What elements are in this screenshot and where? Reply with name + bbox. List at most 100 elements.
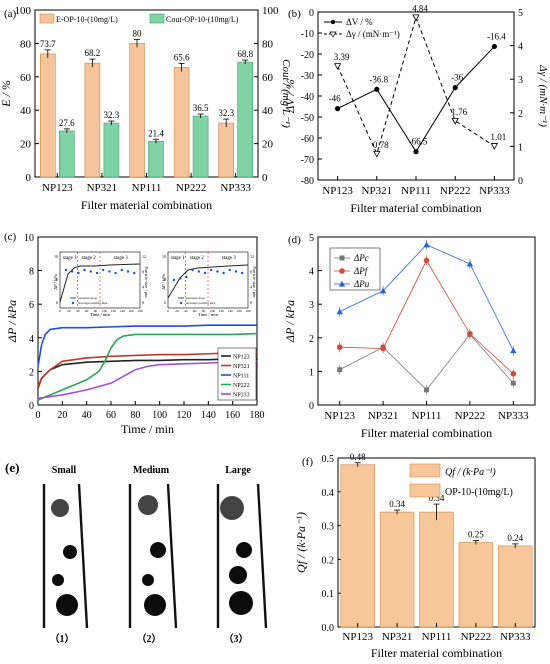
panel-b-ytick-label: 0 <box>309 8 314 19</box>
panel-a-ylabel: E / % <box>0 80 13 108</box>
panel-c-xtick-label: 180 <box>250 410 265 421</box>
panel-e-size-label: Large <box>225 465 251 476</box>
panel-c-inset-size-point <box>234 270 238 273</box>
panel-f-value-label: 0.34 <box>389 499 405 509</box>
panel-c-legend-label: NP333 <box>233 393 250 399</box>
panel-c-inset-y2label: Particle size / μm <box>144 266 149 298</box>
panel-c-inset-xlabel: Time / min <box>198 312 219 317</box>
panel-e-particle <box>142 574 154 586</box>
panel-a-xlabel: Filter material combination <box>81 198 212 212</box>
panel-d: (d) 0 1 2 3 4 5 NP123 NP321 NP111 NP222 NP333 ΔPc ΔPf… <box>283 233 536 440</box>
panel-b-category-label: NP333 <box>479 185 510 197</box>
panel-c-inset-size-point <box>95 271 99 275</box>
panel-a-ytick-label: 20 <box>20 139 32 151</box>
panel-b-category-label: NP123 <box>322 185 353 197</box>
panel-f-category-label: NP123 <box>342 631 373 643</box>
panel-a-value-label: 27.6 <box>59 118 75 128</box>
panel-d-point <box>337 367 343 373</box>
panel-b-point-dgamma <box>490 143 499 150</box>
panel-a-value-label: 73.7 <box>40 39 56 49</box>
panel-f-ytick-label: 0.1 <box>322 589 335 600</box>
panel-e-particle <box>63 545 77 559</box>
panel-a-legend-e: E-OP-10-(10mg/L) <box>56 15 118 24</box>
panel-c-inset: stage 1 stage 2 stage 3 ΔP / kPa Particle si… <box>53 251 149 317</box>
panel-f-category-label: NP222 <box>461 631 492 643</box>
panel-f-value-label: 0.34 <box>429 493 445 503</box>
panel-b-value-label: -66.5 <box>409 137 428 147</box>
panel-d-category-label: NP222 <box>455 410 486 422</box>
panel-b-legend-marker-dgamma <box>329 31 337 38</box>
panel-d-ytick-label: 4 <box>309 267 314 278</box>
panel-d-point <box>510 380 516 386</box>
panel-b-point-dgamma <box>333 63 342 70</box>
panel-a-value-label: 32.3 <box>218 108 234 118</box>
panel-b-point-dv <box>374 86 380 92</box>
panel-f-category-label: NP333 <box>500 631 531 643</box>
panel-b-value-label: -36 <box>451 73 463 83</box>
panel-f-bar <box>458 542 494 628</box>
panel-c-inset-size-point <box>126 270 130 273</box>
panel-f-value-label: 0.48 <box>350 452 366 462</box>
panel-c-xtick-label: 80 <box>130 410 140 421</box>
panel-a-y2tick-label: 80 <box>262 38 274 50</box>
panel-c-inset-y2tick-label: 4 <box>250 285 252 290</box>
panel-c-inset-size-point <box>77 271 80 275</box>
panel-f-bar <box>419 511 454 628</box>
panel-b-ylabel: ΔV / % <box>283 79 297 114</box>
panel-f-ytick-label: 0.2 <box>322 555 335 566</box>
panel-f-label: (f) <box>302 456 313 468</box>
panel-b-point-dv <box>413 149 419 155</box>
panel-a-bar-cout <box>103 122 120 178</box>
panel-c-inset-size-point <box>83 268 86 272</box>
panel-a-y2label: Cout / (mg·L⁻¹) <box>280 59 292 128</box>
panel-f-ytick-label: 0.0 <box>322 623 335 634</box>
panel-d-legend-label: ΔPf <box>353 266 369 276</box>
panel-c-ytick-label: 10 <box>24 233 34 244</box>
panel-a-value-label: 68.8 <box>237 49 253 59</box>
panel-c-inset-legend1: pressure drop <box>78 296 97 300</box>
panel-a-value-label: 68.2 <box>85 48 101 58</box>
panel-c-inset-size-point <box>241 271 244 275</box>
panel-c-inset-xtick-label: 80 <box>202 309 206 313</box>
panel-b-value-label: -36.8 <box>369 74 388 84</box>
panel-c-inset-legend2: Average particle size <box>78 301 108 305</box>
panel-a-category-label: NP333 <box>220 182 251 194</box>
panel-c-inset-ylabel: ΔP / kPa <box>161 274 166 289</box>
panel-e-particle <box>236 542 252 558</box>
panel-e: (e) Small （1） Medium （2） Large （3） <box>5 460 268 645</box>
panel-e-particle <box>220 496 244 520</box>
panel-b-y2label: Δγ / (mN·m⁻¹) <box>537 64 549 127</box>
panel-d-ytick-label: 1 <box>309 367 314 378</box>
panel-c-inset-xtick-label: 160 <box>128 309 134 313</box>
panel-c-inset-xtick-label: 120 <box>111 309 117 313</box>
panel-c-legend-label: NP123 <box>233 355 250 361</box>
panel-c-inset-size-point <box>64 268 68 272</box>
panel-e-wall-right <box>77 483 89 629</box>
panel-c-inset-size-point <box>108 270 111 273</box>
panel-a-value-label: 21.4 <box>148 128 164 138</box>
panel-c-xtick-label: 20 <box>57 410 67 421</box>
panel-f-ytick-label: 0.5 <box>322 454 335 465</box>
panel-e-particle <box>52 574 64 586</box>
panel-c-inset-xtick-label: 100 <box>210 309 216 313</box>
panel-a-category-label: NP222 <box>176 182 207 194</box>
panel-c-xtick-label: 160 <box>225 410 240 421</box>
panel-c-inset-pressure-line <box>59 263 141 303</box>
panel-c-legend-label: NP111 <box>233 374 249 380</box>
panel-a-legend-swatch-cout <box>149 13 165 24</box>
panel-f-bar <box>379 511 415 628</box>
panel-c-inset-ytick-label: 8 <box>164 277 166 282</box>
panel-d-xlabel: Filter material combination <box>361 426 492 440</box>
panel-e-number-label: （3） <box>224 632 249 645</box>
panel-c-inset-legend1: pressure drop <box>186 296 205 300</box>
panel-c-inset-xtick-label: 180 <box>137 309 143 313</box>
panel-d-point <box>467 330 473 337</box>
panel-f-bar <box>340 464 375 628</box>
panel-e-particle <box>229 591 253 615</box>
panel-a-bar-e <box>39 53 56 178</box>
panel-b-point-dv <box>452 85 458 91</box>
panel-b-category-label: NP321 <box>362 185 393 197</box>
panel-c-inset-xtick-label: 0 <box>167 309 169 313</box>
panel-b-point-dgamma <box>373 150 381 158</box>
